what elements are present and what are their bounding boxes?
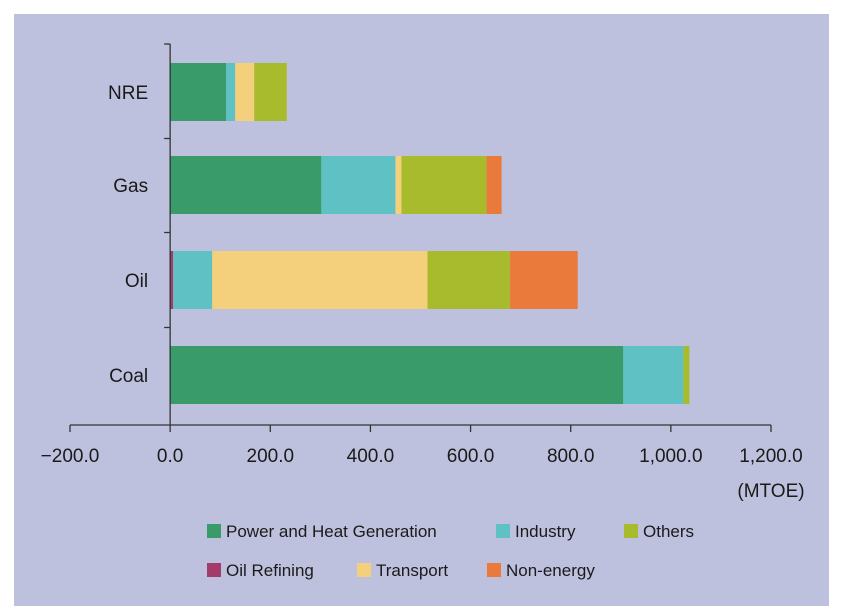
x-tick-label: 1,000.0 [639, 446, 702, 467]
bar-gas-industry [321, 156, 396, 214]
legend-swatch [496, 524, 510, 538]
legend-label: Others [643, 522, 694, 541]
legend-item-non-energy: Non-energy [487, 561, 595, 580]
x-tick-label: 400.0 [347, 446, 395, 467]
bar-oil-transport [212, 251, 428, 309]
bar-oil-non-energy [510, 251, 578, 309]
x-tick-label: 0.0 [157, 446, 183, 467]
category-label-oil: Oil [125, 271, 148, 292]
axes-layer [69, 43, 772, 432]
legend-swatch [207, 563, 221, 577]
legend-item-power-and-heat-generation: Power and Heat Generation [207, 522, 437, 541]
legend-label: Industry [515, 522, 576, 541]
legend-item-others: Others [624, 522, 694, 541]
bar-nre-transport [235, 63, 255, 121]
labels-layer: −200.0 0.0 200.0 400.0 600.0 800.0 1,000.0 1,20… [41, 83, 805, 502]
legend-swatch [624, 524, 638, 538]
bar-oil-oil-refining [170, 251, 174, 309]
bar-coal-industry [623, 346, 684, 404]
legend-item-oil-refining: Oil Refining [207, 561, 314, 580]
legend-label: Transport [376, 561, 448, 580]
bars-layer [170, 63, 690, 404]
legend-swatch [207, 524, 221, 538]
bar-oil-industry [173, 251, 213, 309]
bar-gas-non-energy [486, 156, 502, 214]
category-label-coal: Coal [109, 366, 148, 387]
bar-nre-others [254, 63, 287, 121]
legend-swatch [357, 563, 371, 577]
legend-label: Oil Refining [226, 561, 314, 580]
bar-coal-power-and-heat-generation [170, 346, 624, 404]
bar-nre-industry [226, 63, 236, 121]
bar-gas-power-and-heat-generation [170, 156, 322, 214]
bar-coal-others [683, 346, 690, 404]
category-label-gas: Gas [113, 176, 148, 197]
legend: Power and Heat Generation Industry Others O… [207, 522, 694, 580]
legend-label: Power and Heat Generation [226, 522, 437, 541]
legend-label: Non-energy [506, 561, 595, 580]
category-label-nre: NRE [108, 83, 148, 104]
x-tick-label: −200.0 [41, 446, 100, 467]
legend-item-transport: Transport [357, 561, 448, 580]
bar-nre-power-and-heat-generation [170, 63, 227, 121]
x-unit-label: (MTOE) [737, 481, 804, 502]
x-tick-label: 200.0 [247, 446, 295, 467]
x-tick-label: 1,200.0 [739, 446, 802, 467]
bar-gas-transport [395, 156, 402, 214]
chart-background [14, 14, 829, 606]
x-tick-label: 800.0 [547, 446, 595, 467]
x-tick-label: 600.0 [447, 446, 495, 467]
legend-item-industry: Industry [496, 522, 576, 541]
legend-swatch [487, 563, 501, 577]
bar-gas-others [401, 156, 487, 214]
bar-oil-others [427, 251, 511, 309]
